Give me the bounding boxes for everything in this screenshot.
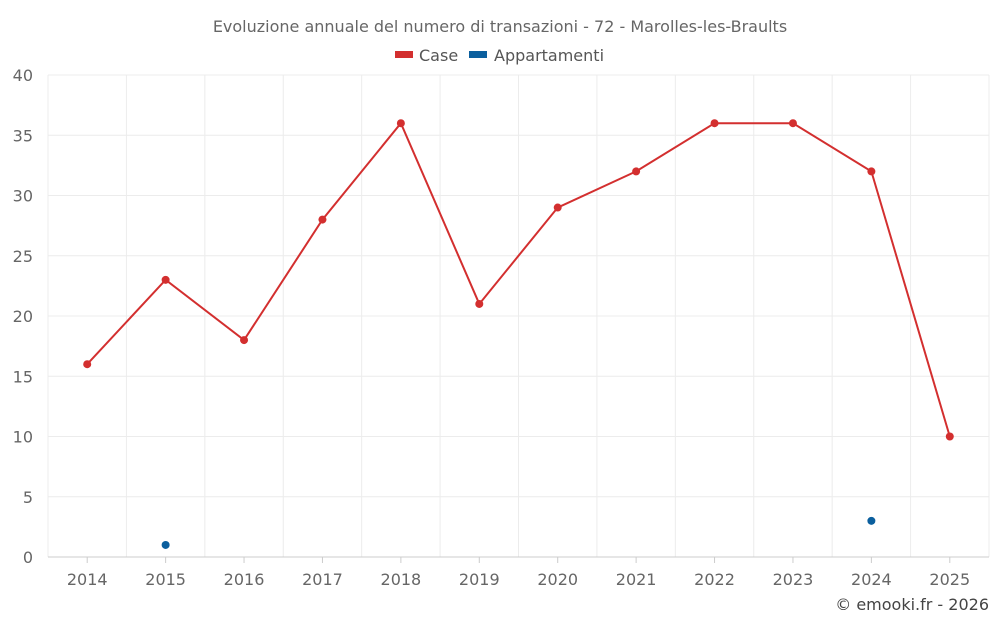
x-tick-label: 2024 [851,570,892,589]
x-tick-label: 2015 [145,570,186,589]
x-tick-label: 2020 [537,570,578,589]
y-tick-label: 40 [13,66,33,85]
x-tick-label: 2016 [224,570,265,589]
data-point-case[interactable] [318,215,327,224]
x-tick-label: 2017 [302,570,343,589]
data-point-appartamenti[interactable] [161,540,170,549]
x-tick-label: 2025 [929,570,970,589]
y-tick-label: 35 [13,126,33,145]
series-points [83,119,954,549]
legend-label-appartamenti: Appartamenti [494,46,604,65]
data-point-case[interactable] [161,275,170,284]
y-tick-label: 10 [13,428,33,447]
grid [47,74,990,557]
data-point-case[interactable] [475,299,484,308]
legend-swatch-case [395,51,413,58]
x-tick-label: 2023 [773,570,814,589]
data-point-case[interactable] [632,167,641,176]
legend-label-case: Case [419,46,458,65]
x-tick-label: 2021 [616,570,657,589]
y-tick-label: 5 [23,488,33,507]
credit: © emooki.fr - 2026 [835,595,989,614]
x-tick-label: 2014 [67,570,108,589]
data-point-case[interactable] [788,119,797,128]
y-tick-label: 30 [13,187,33,206]
y-tick-label: 0 [23,548,33,567]
y-tick-label: 15 [13,367,33,386]
data-point-case[interactable] [240,336,249,345]
x-tick-label: 2022 [694,570,735,589]
legend-swatch-appartamenti [469,51,487,58]
legend-item-appartamenti[interactable]: Appartamenti [469,46,604,65]
series-lines [86,121,951,437]
y-tick-label: 20 [13,307,33,326]
legend: Case Appartamenti [395,46,604,65]
data-point-case[interactable] [83,360,92,369]
x-tick-label: 2018 [381,570,422,589]
x-tick-label: 2019 [459,570,500,589]
y-tick-label: 25 [13,247,33,266]
data-point-case[interactable] [553,203,562,212]
chart-title: Evoluzione annuale del numero di transaz… [213,17,787,36]
data-point-case[interactable] [396,119,405,128]
data-point-case[interactable] [867,167,876,176]
data-point-case[interactable] [945,432,954,441]
data-point-case[interactable] [710,119,719,128]
data-point-appartamenti[interactable] [867,516,876,525]
series-line-case [86,121,951,437]
legend-item-case[interactable]: Case [395,46,458,65]
